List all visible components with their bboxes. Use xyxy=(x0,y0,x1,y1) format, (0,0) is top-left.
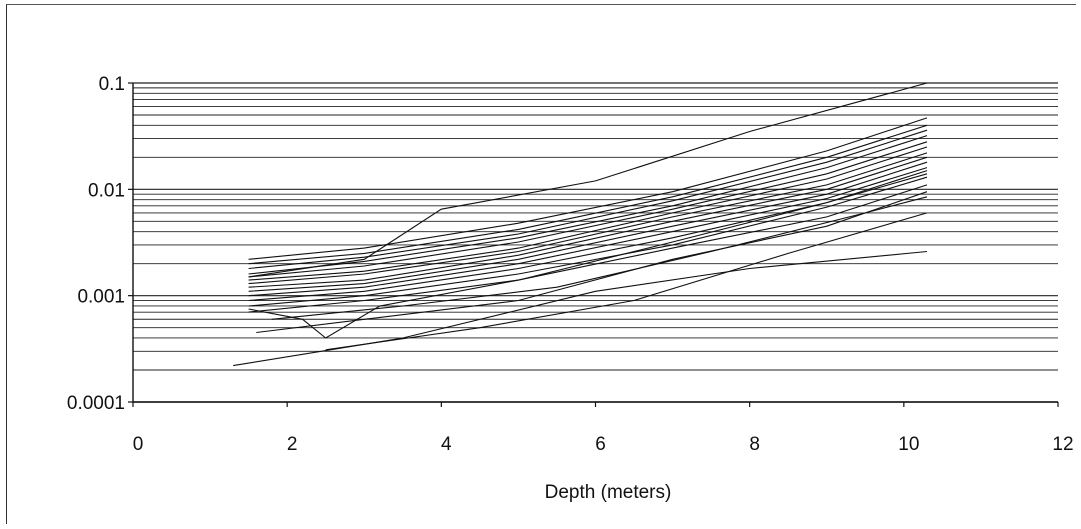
series-line-17 xyxy=(248,82,928,278)
series-line-2 xyxy=(325,212,928,351)
series-line-3 xyxy=(248,184,928,313)
y-tick-label: 0.001 xyxy=(77,287,125,308)
series-line-12 xyxy=(248,135,928,275)
x-tick-labels: 0 2 4 6 8 10 12 xyxy=(133,434,1074,455)
y-tick-label: 0.0001 xyxy=(67,393,125,414)
series-line-16 xyxy=(248,173,928,339)
series-line-11 xyxy=(248,141,928,278)
series-lines xyxy=(233,82,928,367)
series-line-9 xyxy=(248,152,928,285)
series-line-14 xyxy=(248,124,928,265)
series-line-18 xyxy=(256,191,928,334)
chart-frame xyxy=(6,4,1076,524)
series-line-4 xyxy=(248,176,928,307)
x-tick-label: 10 xyxy=(898,434,919,455)
x-tick-label: 8 xyxy=(749,434,760,455)
y-tick-label: 0.01 xyxy=(88,180,125,201)
x-tick-label: 6 xyxy=(595,434,606,455)
series-line-13 xyxy=(248,129,928,270)
series-line-8 xyxy=(248,156,928,288)
x-tick-label: 2 xyxy=(287,434,298,455)
x-tick-label: 12 xyxy=(1052,434,1073,455)
x-tick-label: 0 xyxy=(133,434,144,455)
series-line-7 xyxy=(248,161,928,292)
y-tick-labels: 0.0001 0.001 0.01 0.1 xyxy=(67,74,125,414)
x-axis-title: Depth (meters) xyxy=(545,482,672,503)
series-line-19 xyxy=(271,196,928,320)
x-tick-label: 4 xyxy=(441,434,452,455)
y-tick-label: 0.1 xyxy=(99,74,125,95)
series-line-15 xyxy=(248,117,928,260)
series-line-10 xyxy=(248,146,928,281)
axes xyxy=(128,82,1059,407)
series-line-6 xyxy=(248,167,928,297)
